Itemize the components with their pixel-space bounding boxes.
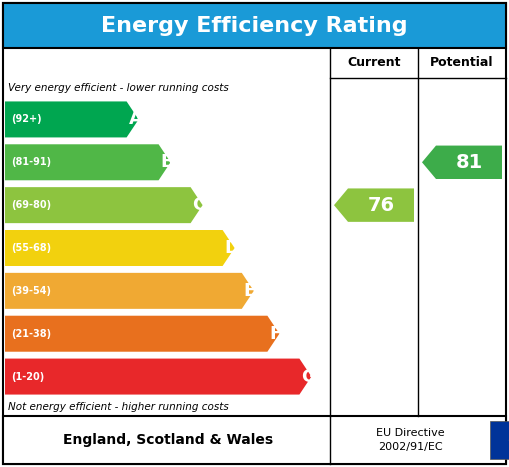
- Polygon shape: [422, 146, 502, 179]
- Text: G: G: [301, 368, 316, 386]
- Text: Current: Current: [347, 57, 401, 70]
- Polygon shape: [5, 144, 171, 180]
- Polygon shape: [5, 187, 203, 223]
- Text: B: B: [161, 153, 174, 171]
- Polygon shape: [5, 359, 312, 395]
- Text: E: E: [244, 282, 256, 300]
- Polygon shape: [5, 273, 254, 309]
- Text: (69-80): (69-80): [11, 200, 51, 210]
- Text: (92+): (92+): [11, 114, 42, 124]
- Bar: [490, 421, 509, 459]
- Text: Not energy efficient - higher running costs: Not energy efficient - higher running co…: [8, 402, 229, 412]
- Text: (21-38): (21-38): [11, 329, 51, 339]
- Text: C: C: [192, 196, 206, 214]
- Text: D: D: [224, 239, 240, 257]
- Polygon shape: [334, 188, 414, 222]
- Polygon shape: [5, 101, 138, 137]
- Bar: [3, 416, 506, 464]
- Text: (55-68): (55-68): [11, 243, 51, 253]
- Text: Energy Efficiency Rating: Energy Efficiency Rating: [101, 15, 408, 35]
- Text: (1-20): (1-20): [11, 372, 44, 382]
- Text: 76: 76: [367, 196, 394, 215]
- Polygon shape: [5, 230, 235, 266]
- Bar: [3, 3, 506, 48]
- Text: (81-91): (81-91): [11, 157, 51, 167]
- Text: EU Directive
2002/91/EC: EU Directive 2002/91/EC: [376, 428, 444, 452]
- Text: (39-54): (39-54): [11, 286, 51, 296]
- Text: England, Scotland & Wales: England, Scotland & Wales: [63, 433, 273, 447]
- Text: 81: 81: [456, 153, 483, 172]
- Polygon shape: [5, 316, 279, 352]
- Text: Potential: Potential: [430, 57, 494, 70]
- Text: F: F: [269, 325, 281, 343]
- Text: A: A: [129, 110, 143, 128]
- Text: Very energy efficient - lower running costs: Very energy efficient - lower running co…: [8, 83, 229, 93]
